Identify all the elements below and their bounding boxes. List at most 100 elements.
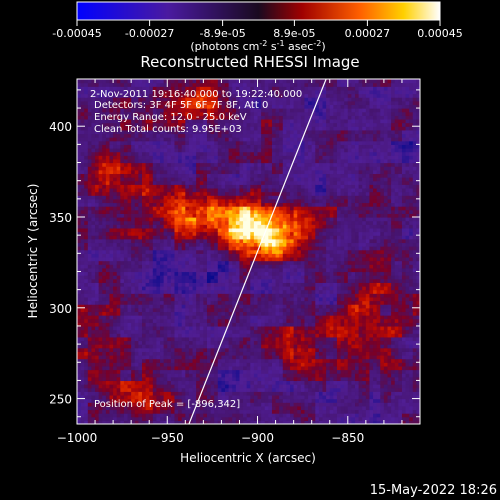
heatmap-cell [84, 148, 89, 153]
heatmap-cell [181, 286, 186, 291]
heatmap-cell [109, 82, 114, 87]
heatmap-cell [228, 202, 233, 207]
heatmap-cell [217, 173, 223, 178]
heatmap-cell [95, 217, 100, 222]
heatmap-cell [120, 217, 125, 222]
heatmap-cell [214, 169, 219, 175]
heatmap-cell [80, 133, 85, 138]
heatmap-cell [246, 118, 251, 124]
heatmap-cell [113, 137, 118, 142]
heatmap-cell [156, 184, 161, 189]
heatmap-cell [145, 413, 150, 418]
heatmap-cell [84, 89, 89, 95]
heatmap-cell [261, 286, 266, 291]
heatmap-cell [80, 384, 85, 389]
heatmap-cell [250, 148, 255, 153]
heatmap-cell [98, 376, 103, 382]
heatmap-cell [134, 278, 139, 283]
heatmap-cell [131, 413, 136, 418]
heatmap-cell [214, 282, 219, 287]
heatmap-cell [123, 271, 129, 276]
heatmap-cell [243, 264, 248, 269]
heatmap-cell [91, 242, 96, 247]
heatmap-cell [149, 300, 154, 305]
heatmap-cell [95, 249, 100, 254]
heatmap-cell [261, 355, 266, 360]
colorbar-tick-label: -0.00045 [52, 27, 101, 40]
heatmap-cell [232, 158, 237, 164]
heatmap-cell [127, 286, 132, 291]
heatmap-cell [109, 416, 114, 421]
heatmap-cell [91, 380, 96, 385]
heatmap-cell [174, 82, 179, 87]
heatmap-cell [160, 293, 165, 298]
heatmap-cell [170, 318, 176, 323]
heatmap-cell [91, 166, 96, 171]
heatmap-cell [123, 108, 129, 113]
heatmap-cell [160, 82, 165, 87]
heatmap-cell [123, 104, 129, 109]
heatmap-cell [210, 82, 215, 87]
heatmap-cell [261, 246, 266, 251]
heatmap-cell [246, 289, 251, 294]
heatmap-cell [131, 177, 136, 182]
heatmap-cell [206, 235, 212, 240]
heatmap-cell [178, 347, 183, 352]
heatmap-cell [188, 169, 194, 175]
heatmap-cell [210, 325, 215, 331]
heatmap-cell [199, 104, 204, 109]
heatmap-cell [239, 238, 244, 244]
heatmap-cell [102, 129, 107, 135]
heatmap-cell [160, 340, 165, 345]
heatmap-cell [188, 315, 194, 320]
heatmap-cell [84, 166, 89, 171]
heatmap-cell [214, 402, 219, 407]
heatmap-cell [160, 289, 165, 294]
heatmap-cell [243, 340, 248, 345]
heatmap-cell [138, 260, 143, 265]
heatmap-cell [145, 148, 150, 153]
heatmap-cell [87, 336, 93, 342]
heatmap-cell [113, 398, 118, 403]
heatmap-cell [138, 322, 143, 327]
heatmap-cell [257, 133, 262, 138]
heatmap-cell [77, 111, 82, 116]
heatmap-cell [149, 286, 154, 291]
heatmap-cell [178, 333, 183, 338]
heatmap-cell [141, 373, 147, 378]
heatmap-cell [217, 111, 223, 116]
heatmap-cell [87, 89, 93, 95]
heatmap-cell [105, 333, 111, 338]
heatmap-cell [253, 405, 259, 411]
heatmap-cell [214, 275, 219, 280]
heatmap-cell [145, 267, 150, 273]
heatmap-cell [188, 220, 194, 225]
heatmap-cell [170, 249, 176, 254]
heatmap-cell [181, 169, 186, 175]
heatmap-cell [149, 115, 154, 120]
heatmap-cell [91, 376, 96, 382]
heatmap-cell [214, 217, 219, 222]
heatmap-cell [156, 166, 161, 171]
heatmap-cell [210, 100, 215, 106]
heatmap-cell [134, 89, 139, 95]
heatmap-cell [178, 162, 183, 167]
heatmap-cell [185, 129, 190, 135]
heatmap-cell [138, 420, 143, 424]
heatmap-cell [178, 358, 183, 363]
heatmap-cell [167, 336, 172, 342]
heatmap-cell [123, 155, 129, 160]
heatmap-cell [123, 380, 129, 385]
heatmap-cell [199, 209, 204, 214]
heatmap-cell [102, 413, 107, 418]
heatmap-cell [178, 351, 183, 356]
heatmap-cell [167, 133, 172, 138]
heatmap-cell [84, 97, 89, 102]
heatmap-cell [84, 198, 89, 204]
heatmap-cell [253, 391, 259, 396]
heatmap-cell [109, 198, 114, 204]
heatmap-cell [199, 358, 204, 363]
heatmap-cell [131, 86, 136, 91]
heatmap-cell [163, 318, 168, 323]
heatmap-cell [113, 151, 118, 156]
